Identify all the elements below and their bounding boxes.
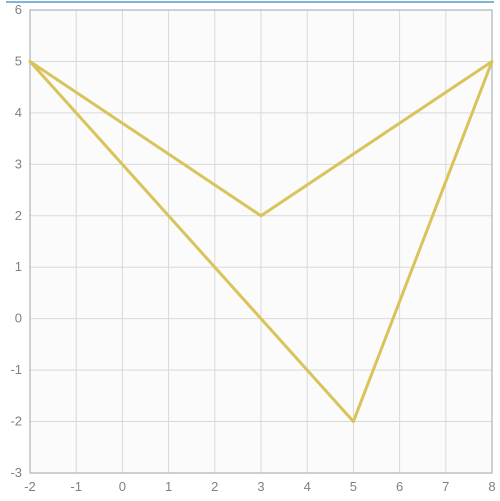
- y-tick-label: -1: [10, 362, 22, 377]
- x-tick-label: 5: [350, 479, 357, 494]
- x-tick-label: -1: [70, 479, 82, 494]
- y-tick-label: 1: [15, 259, 22, 274]
- chart-svg: -3-2-10123456-2-1012345678: [0, 0, 500, 501]
- x-tick-label: 8: [488, 479, 495, 494]
- y-tick-label: 2: [15, 208, 22, 223]
- x-tick-label: 4: [304, 479, 311, 494]
- x-tick-label: 3: [257, 479, 264, 494]
- x-tick-label: 0: [119, 479, 126, 494]
- y-tick-label: 0: [15, 311, 22, 326]
- y-tick-label: -3: [10, 465, 22, 480]
- x-tick-label: 7: [442, 479, 449, 494]
- y-tick-label: 3: [15, 156, 22, 171]
- x-tick-label: 2: [211, 479, 218, 494]
- x-tick-label: 1: [165, 479, 172, 494]
- x-tick-label: -2: [24, 479, 36, 494]
- line-chart: -3-2-10123456-2-1012345678: [0, 0, 500, 501]
- x-tick-label: 6: [396, 479, 403, 494]
- y-tick-label: -2: [10, 414, 22, 429]
- y-tick-label: 5: [15, 53, 22, 68]
- y-tick-label: 6: [15, 2, 22, 17]
- y-tick-label: 4: [15, 105, 22, 120]
